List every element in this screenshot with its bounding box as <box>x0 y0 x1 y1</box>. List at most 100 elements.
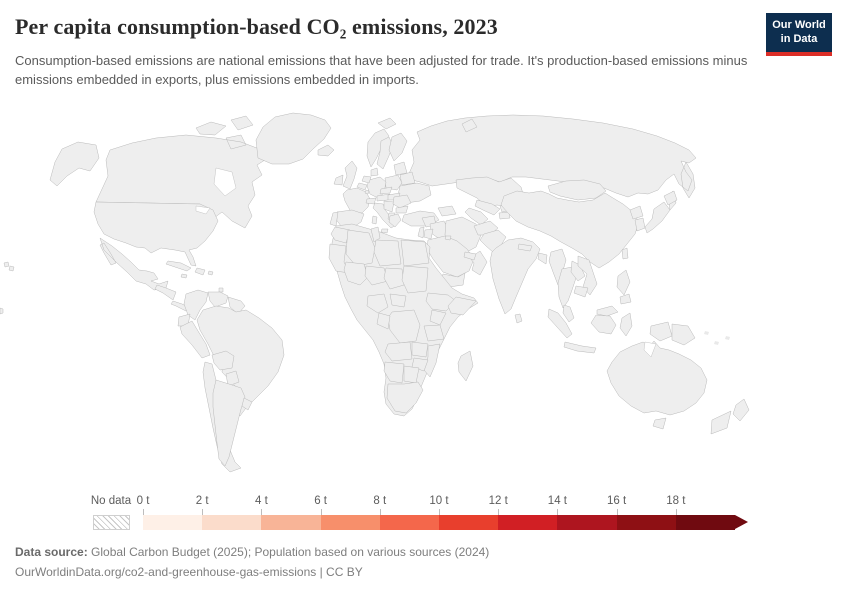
country-jordan[interactable]: Jordan <box>423 228 434 240</box>
license-line[interactable]: OurWorldinData.org/co2-and-greenhouse-ga… <box>15 565 363 579</box>
country-mongolia[interactable]: Mongolia <box>547 179 607 201</box>
country-united-kingdom[interactable]: United Kingdom <box>342 160 358 190</box>
country-venezuela[interactable]: Venezuela <box>207 291 229 308</box>
legend-bin-6[interactable] <box>498 515 558 530</box>
country-libya[interactable]: Libya <box>373 239 402 267</box>
country-puerto-rico[interactable]: Puerto Rico <box>207 270 214 276</box>
country-mozambique[interactable]: Mozambique <box>423 343 441 378</box>
country-czechia[interactable]: Czechia <box>379 186 393 195</box>
country-finland[interactable]: Finland <box>388 132 408 162</box>
country-congo-gabon[interactable]: Congo & Gabon <box>376 312 391 330</box>
country-uzbekistan[interactable]: Uzbekistan <box>474 199 501 216</box>
country-morocco[interactable]: Morocco <box>330 226 351 244</box>
legend-bin-0[interactable] <box>143 515 203 530</box>
country-ireland[interactable]: Ireland <box>333 174 344 186</box>
country-japan[interactable]: Japan <box>644 190 678 234</box>
country-bulgaria[interactable]: Bulgaria <box>395 205 409 214</box>
legend-bin-5[interactable] <box>439 515 499 530</box>
country-nigeria[interactable]: Nigeria <box>366 293 389 314</box>
country-indonesia[interactable]: Indonesia <box>547 308 673 354</box>
country-portugal[interactable]: Portugal <box>329 211 339 227</box>
country-jamaica[interactable]: Jamaica <box>180 273 188 279</box>
legend-no-data-swatch[interactable] <box>93 515 130 530</box>
country-greenland[interactable]: Greenland <box>255 112 332 165</box>
legend-bin-9[interactable] <box>675 515 736 530</box>
country-svalbard[interactable]: Svalbard (Norway) <box>377 117 397 130</box>
country-niger[interactable]: Niger <box>364 265 389 286</box>
legend-bin-8[interactable] <box>616 515 676 530</box>
country-russia[interactable]: Russia <box>407 114 697 211</box>
country-somalia[interactable]: Somalia <box>447 296 477 316</box>
country-caucasus[interactable]: Georgia, Armenia & Azerbaijan <box>437 205 457 217</box>
country-angola[interactable]: Angola <box>384 341 413 362</box>
country-tanzania[interactable]: Tanzania <box>423 324 445 342</box>
country-egypt[interactable]: Egypt <box>400 239 430 267</box>
country-canada[interactable]: Canada <box>95 115 269 229</box>
country-panama-costa-rica[interactable]: Costa Rica & Panama <box>170 300 189 312</box>
country-kuwait[interactable]: Kuwait <box>444 235 452 241</box>
country-iceland[interactable]: Iceland <box>317 144 335 157</box>
country-papua-new-guinea[interactable]: Papua New Guinea <box>671 323 696 346</box>
country-china[interactable]: China <box>500 190 640 269</box>
legend-bin-2[interactable] <box>261 515 321 530</box>
country-namibia[interactable]: Namibia <box>383 361 405 384</box>
country-chad[interactable]: Chad <box>383 267 405 290</box>
country-nepal[interactable]: Nepal <box>517 243 533 252</box>
country-guyanas[interactable]: Guyana, Suriname & Fr. Guiana <box>227 296 246 315</box>
country-malaysia[interactable]: Malaysia <box>562 304 619 323</box>
country-italy[interactable]: Italy <box>371 202 397 234</box>
country-philippines[interactable]: Philippines <box>616 269 632 305</box>
country-romania[interactable]: Romania <box>392 194 412 209</box>
country-belgium[interactable]: Belgium <box>356 182 368 191</box>
country-sri-lanka[interactable]: Sri Lanka <box>514 313 523 324</box>
country-switzerland[interactable]: Switzerland <box>365 197 377 205</box>
country-colombia[interactable]: Colombia <box>183 289 209 321</box>
legend-bin-7[interactable] <box>557 515 617 530</box>
country-france[interactable]: France <box>342 187 371 214</box>
country-tasmania[interactable]: Australia <box>652 417 667 430</box>
country-greece[interactable]: Greece <box>388 213 402 228</box>
country-bangladesh[interactable]: Bangladesh <box>537 252 548 265</box>
country-australia[interactable]: Australia <box>606 340 708 416</box>
country-bolivia[interactable]: Bolivia <box>211 350 235 371</box>
country-denmark[interactable]: Denmark <box>370 167 379 177</box>
country-central-african-republic[interactable]: Central African Republic <box>389 293 407 308</box>
country-tunisia[interactable]: Tunisia <box>370 226 381 243</box>
country-peru[interactable]: Peru <box>179 320 211 359</box>
country-united-states[interactable]: United States <box>3 141 219 272</box>
country-mexico[interactable]: Mexico <box>99 237 169 291</box>
country-madagascar[interactable]: Madagascar <box>457 350 474 382</box>
country-luxembourg[interactable]: Luxembourg <box>364 189 370 195</box>
country-cuba[interactable]: Cuba <box>165 260 192 272</box>
country-india[interactable]: India <box>489 237 541 315</box>
country-north-korea[interactable]: North Korea <box>629 205 644 220</box>
legend-bar[interactable] <box>143 515 736 530</box>
legend-bin-1[interactable] <box>202 515 262 530</box>
country-uae[interactable]: United Arab Emirates <box>463 251 477 261</box>
country-vietnam[interactable]: Vietnam <box>577 255 598 296</box>
country-central-america[interactable]: Guatemala, Honduras & Nicaragua <box>154 284 177 301</box>
country-uruguay[interactable]: Uruguay <box>241 397 253 411</box>
country-poland[interactable]: Poland <box>384 174 403 191</box>
country-zambia[interactable]: Zambia <box>411 341 429 358</box>
country-balkans[interactable]: Serbia & Western Balkans <box>383 200 395 213</box>
country-south-africa[interactable]: South Africa <box>386 381 424 414</box>
country-hispaniola[interactable]: Dominican Republic & Haiti <box>194 267 206 276</box>
country-sweden[interactable]: Sweden <box>376 136 394 170</box>
country-netherlands[interactable]: Netherlands <box>361 175 372 184</box>
country-cambodia[interactable]: Cambodia <box>573 285 589 298</box>
legend-bin-3[interactable] <box>320 515 380 530</box>
country-sudan[interactable]: Sudan <box>401 265 429 294</box>
country-saudi-arabia[interactable]: Saudi Arabia <box>426 235 475 278</box>
country-botswana[interactable]: Botswana <box>403 365 420 384</box>
country-israel[interactable]: Israel <box>417 226 425 239</box>
country-taiwan[interactable]: Taiwan <box>621 247 629 260</box>
country-south-korea[interactable]: South Korea <box>634 217 646 232</box>
legend-bin-4[interactable] <box>379 515 440 530</box>
country-paraguay[interactable]: Paraguay <box>225 370 240 387</box>
country-mali[interactable]: Mali <box>343 261 369 286</box>
country-trinidad[interactable]: Trinidad and Tobago <box>218 287 224 293</box>
country-new-zealand[interactable]: New Zealand <box>710 398 750 435</box>
country-fiji[interactable]: Fiji <box>0 307 4 315</box>
